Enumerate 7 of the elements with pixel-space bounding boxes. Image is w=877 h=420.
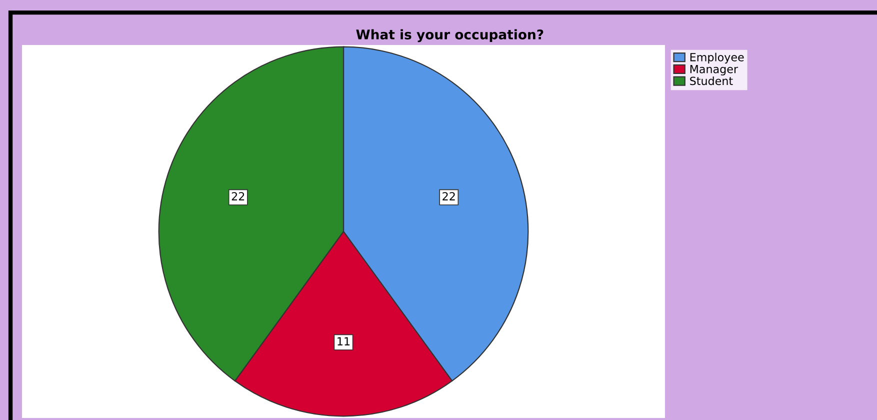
legend-label: Employee: [690, 52, 744, 64]
legend-label: Student: [690, 76, 733, 86]
data-label: 11: [338, 337, 350, 346]
data-label: 22: [232, 192, 244, 200]
legend-label: Manager: [690, 64, 738, 76]
chart-title: What is your occupation?: [356, 29, 544, 42]
data-label: 22: [442, 192, 455, 200]
